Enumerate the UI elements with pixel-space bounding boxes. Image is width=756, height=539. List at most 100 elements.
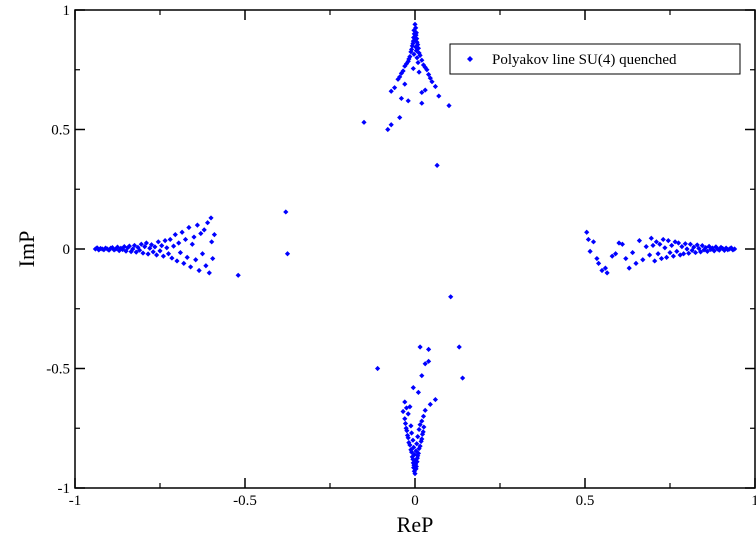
data-point xyxy=(426,358,432,364)
data-point xyxy=(436,93,442,99)
data-point xyxy=(419,100,425,106)
data-point xyxy=(640,257,646,263)
data-point xyxy=(648,235,654,241)
data-point xyxy=(142,244,148,250)
data-point xyxy=(411,444,417,450)
data-point xyxy=(388,122,394,128)
data-point xyxy=(409,449,415,455)
data-point xyxy=(395,76,401,82)
data-point xyxy=(686,250,692,256)
data-point xyxy=(417,52,423,59)
data-point xyxy=(402,420,409,427)
data-point xyxy=(647,252,653,258)
legend-box xyxy=(449,43,741,75)
data-point xyxy=(198,230,204,237)
data-point xyxy=(416,426,422,433)
data-point xyxy=(415,453,421,459)
data-point xyxy=(720,245,726,252)
data-point xyxy=(660,236,666,243)
data-point xyxy=(730,247,736,253)
data-point xyxy=(427,401,433,407)
data-point xyxy=(448,294,454,300)
data-point xyxy=(711,248,717,254)
data-point xyxy=(434,162,440,168)
data-point xyxy=(414,441,420,447)
data-point xyxy=(415,434,421,440)
x-tick-label: 1 xyxy=(751,493,756,509)
data-point xyxy=(424,67,430,73)
y-tick-label: -1 xyxy=(58,481,71,497)
y-tick-label: 1 xyxy=(63,3,71,19)
data-point xyxy=(148,242,155,248)
data-point xyxy=(159,243,165,249)
y-tick-label: -0.5 xyxy=(46,362,70,378)
data-point xyxy=(636,238,642,244)
data-point xyxy=(679,244,685,250)
data-point xyxy=(181,260,187,266)
data-point xyxy=(419,57,425,63)
data-point xyxy=(407,404,413,410)
data-point xyxy=(405,98,411,104)
data-point xyxy=(701,247,707,253)
data-point xyxy=(623,255,629,262)
data-point xyxy=(665,238,671,244)
data-point xyxy=(664,254,670,260)
y-axis-title: ImP xyxy=(14,231,39,268)
data-point xyxy=(410,65,416,72)
data-point xyxy=(422,87,428,93)
data-point xyxy=(402,63,408,69)
data-point xyxy=(613,251,619,257)
data-point xyxy=(409,46,415,53)
data-point xyxy=(172,232,178,238)
data-point xyxy=(432,83,438,90)
data-point xyxy=(145,251,151,257)
data-point xyxy=(619,241,625,247)
data-point xyxy=(169,255,175,261)
data-point xyxy=(410,437,416,443)
data-point xyxy=(689,247,695,254)
data-point xyxy=(609,253,615,259)
x-tick-label: -0.5 xyxy=(233,493,257,509)
data-point xyxy=(728,245,734,251)
x-axis-title: ReP xyxy=(397,512,434,537)
data-point xyxy=(412,21,418,27)
data-point xyxy=(114,244,121,250)
data-point xyxy=(361,119,367,125)
data-point xyxy=(653,239,659,245)
data-point xyxy=(407,442,413,448)
plot-frame xyxy=(74,9,756,489)
data-point xyxy=(643,244,649,250)
data-point xyxy=(409,43,415,49)
data-point xyxy=(417,422,423,428)
data-point xyxy=(429,79,435,85)
data-point xyxy=(155,239,161,245)
data-point xyxy=(633,260,639,266)
data-point xyxy=(188,264,194,270)
data-point xyxy=(410,460,416,466)
data-point xyxy=(703,244,709,251)
data-point xyxy=(682,241,688,247)
data-point xyxy=(420,413,427,419)
data-point xyxy=(165,251,172,257)
data-point xyxy=(414,459,420,465)
data-point xyxy=(446,103,452,109)
data-point xyxy=(416,50,422,56)
data-point xyxy=(126,243,132,249)
data-point xyxy=(205,220,211,226)
data-point xyxy=(201,227,207,233)
data-point xyxy=(650,242,656,249)
data-point xyxy=(106,247,112,253)
data-point xyxy=(626,265,632,271)
data-point xyxy=(283,209,289,215)
data-point xyxy=(182,236,189,243)
data-point xyxy=(133,249,139,255)
data-point xyxy=(604,270,610,276)
data-point xyxy=(672,239,678,245)
data-point xyxy=(388,88,394,94)
data-point xyxy=(460,375,466,381)
data-point xyxy=(417,344,423,350)
data-point xyxy=(414,39,420,45)
data-point xyxy=(419,436,425,442)
data-point xyxy=(670,253,676,259)
data-point xyxy=(199,251,206,257)
